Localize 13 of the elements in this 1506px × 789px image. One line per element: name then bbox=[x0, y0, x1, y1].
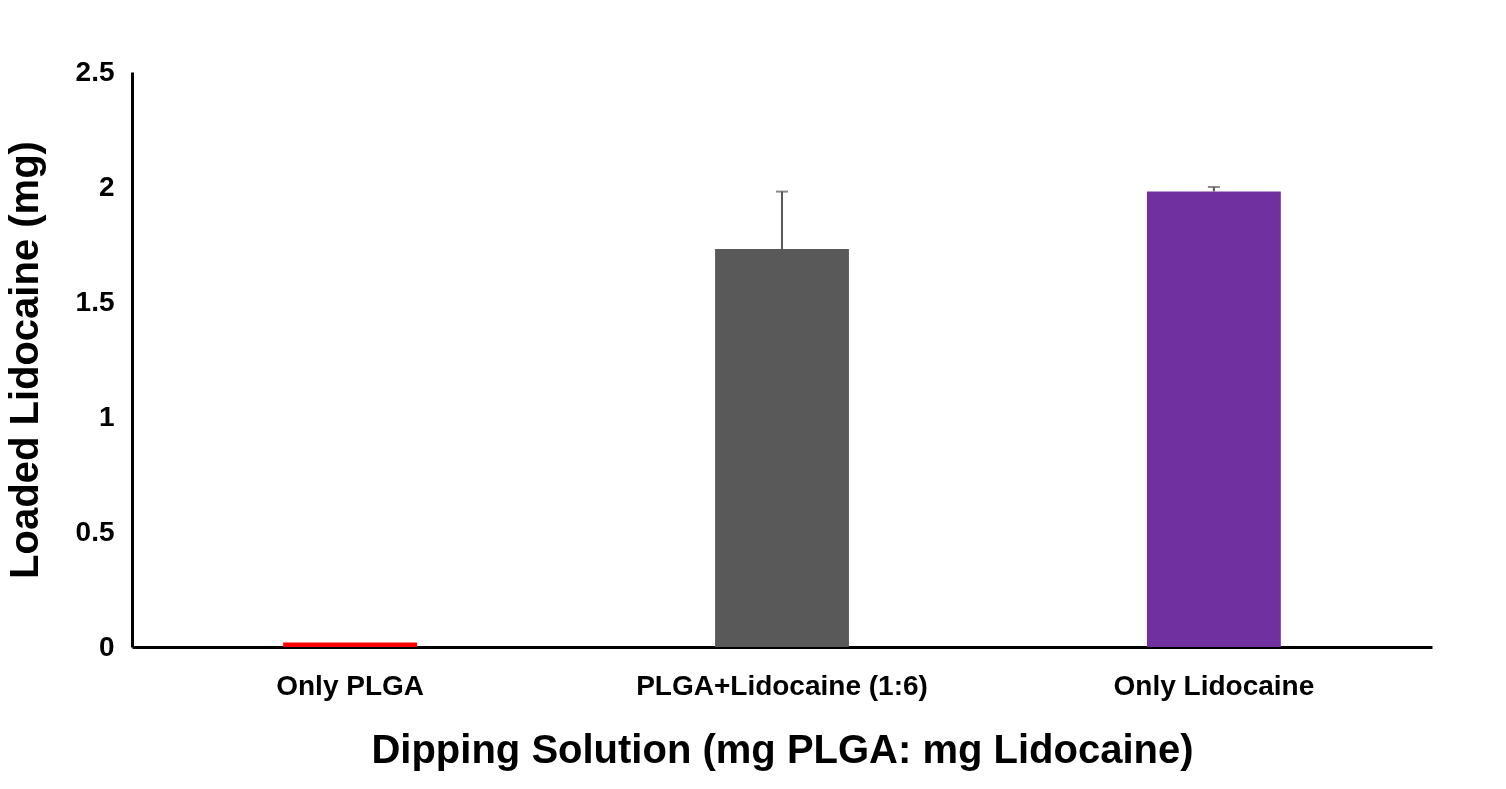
y-tick-label: 1 bbox=[98, 400, 115, 432]
x-tick-label: Only Lidocaine bbox=[1113, 669, 1315, 701]
y-axis-title: Loaded Lidocaine (mg) bbox=[1, 141, 46, 579]
y-tick-label: 0.5 bbox=[75, 515, 115, 547]
y-tick-label: 2.5 bbox=[75, 55, 115, 87]
bar bbox=[1146, 191, 1281, 647]
x-axis-title: Dipping Solution (mg PLGA: mg Lidocaine) bbox=[371, 726, 1194, 771]
x-tick-label: PLGA+Lidocaine (1:6) bbox=[636, 669, 928, 701]
y-tick-label: 0 bbox=[98, 630, 115, 662]
x-tick-label: Only PLGA bbox=[276, 669, 424, 701]
y-tick-label: 2 bbox=[98, 170, 115, 202]
y-tick-label: 1.5 bbox=[75, 285, 115, 317]
bar bbox=[283, 642, 418, 647]
